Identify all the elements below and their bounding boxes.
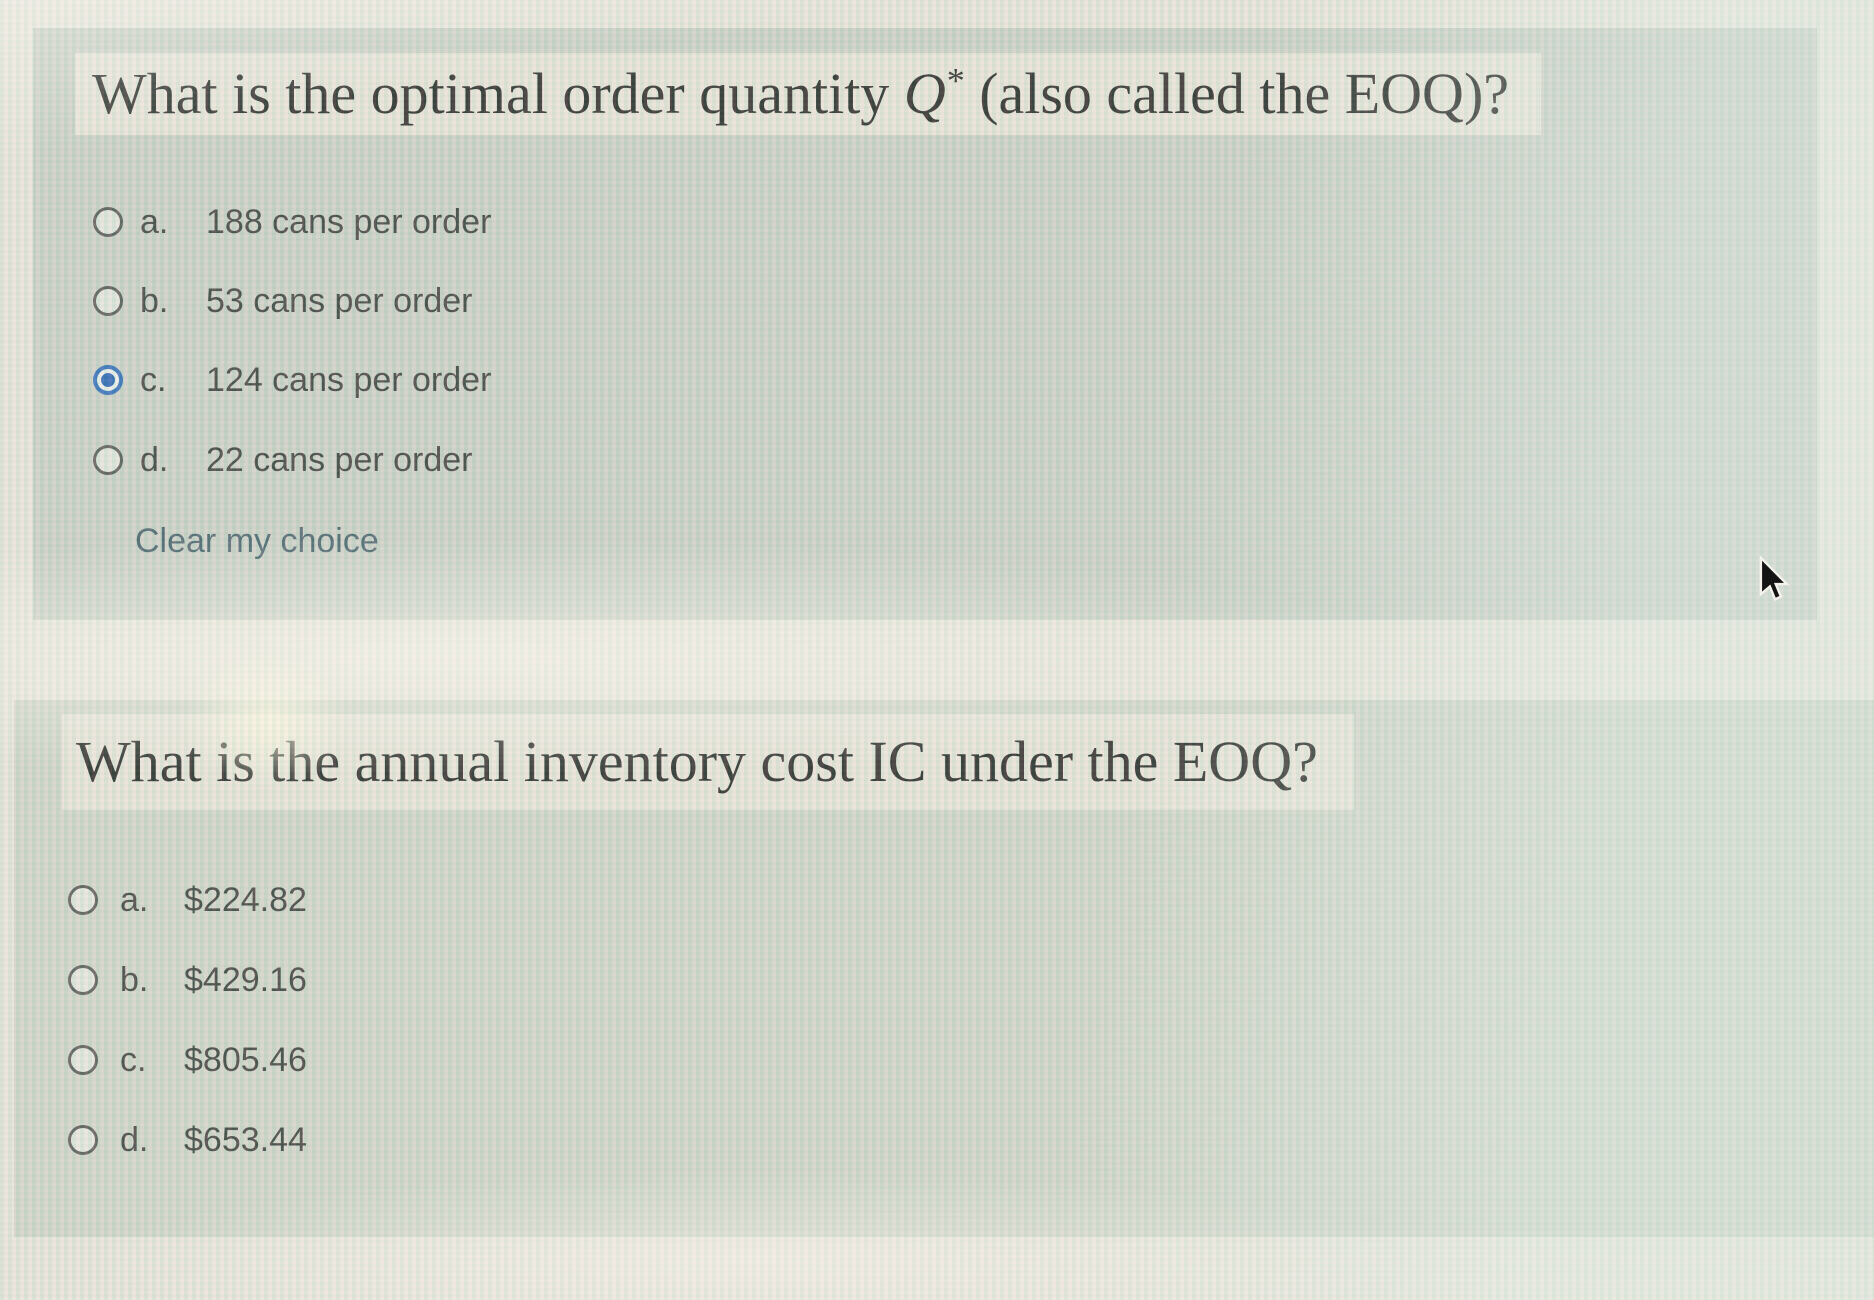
q2-option-b-letter: b. bbox=[120, 960, 149, 999]
q2-option-b-row[interactable]: b. $429.16 bbox=[68, 960, 307, 1000]
q2-option-d-row[interactable]: d. $653.44 bbox=[68, 1120, 307, 1160]
q2-option-a-label: $224.82 bbox=[184, 880, 307, 919]
q1-option-c-row[interactable]: c. 124 cans per order bbox=[93, 360, 491, 400]
q1-option-b-radio[interactable] bbox=[93, 286, 123, 316]
q2-option-d-letter: d. bbox=[120, 1120, 149, 1159]
q2-option-c-radio[interactable] bbox=[68, 1045, 98, 1075]
q1-option-d-row[interactable]: d. 22 cans per order bbox=[93, 440, 473, 480]
question1-title-variable: Q bbox=[903, 61, 947, 126]
clear-my-choice-link[interactable]: Clear my choice bbox=[135, 522, 379, 560]
q2-option-d-radio[interactable] bbox=[68, 1125, 98, 1155]
q2-option-a-radio[interactable] bbox=[68, 885, 98, 915]
q2-option-b-label: $429.16 bbox=[184, 960, 307, 999]
question2-title: What is the annual inventory cost IC und… bbox=[62, 714, 1354, 810]
q1-option-d-label: 22 cans per order bbox=[206, 440, 473, 479]
q2-option-a-row[interactable]: a. $224.82 bbox=[68, 880, 307, 920]
q1-option-d-letter: d. bbox=[140, 440, 169, 479]
q1-option-c-letter: c. bbox=[140, 360, 167, 399]
q2-option-c-label: $805.46 bbox=[184, 1040, 307, 1079]
q2-option-d-label: $653.44 bbox=[184, 1120, 307, 1159]
q1-option-c-radio[interactable] bbox=[93, 365, 123, 395]
question1-title: What is the optimal order quantity Q* (a… bbox=[75, 53, 1541, 135]
q1-option-b-letter: b. bbox=[140, 281, 169, 320]
q1-option-d-radio[interactable] bbox=[93, 445, 123, 475]
q2-option-b-radio[interactable] bbox=[68, 965, 98, 995]
q1-option-c-label: 124 cans per order bbox=[206, 360, 492, 399]
question1-title-suffix: (also called the EOQ)? bbox=[964, 61, 1510, 126]
question1-title-star: * bbox=[946, 60, 965, 101]
q2-option-c-letter: c. bbox=[120, 1040, 147, 1079]
q1-option-b-row[interactable]: b. 53 cans per order bbox=[93, 281, 473, 321]
q1-option-a-radio[interactable] bbox=[93, 207, 123, 237]
question1-title-prefix: What is the optimal order quantity bbox=[92, 61, 904, 126]
q1-option-a-letter: a. bbox=[140, 202, 169, 241]
q1-option-b-label: 53 cans per order bbox=[206, 281, 473, 320]
q2-option-c-row[interactable]: c. $805.46 bbox=[68, 1040, 307, 1080]
q1-option-a-label: 188 cans per order bbox=[206, 202, 492, 241]
q2-option-a-letter: a. bbox=[120, 880, 149, 919]
q1-option-a-row[interactable]: a. 188 cans per order bbox=[93, 202, 491, 242]
